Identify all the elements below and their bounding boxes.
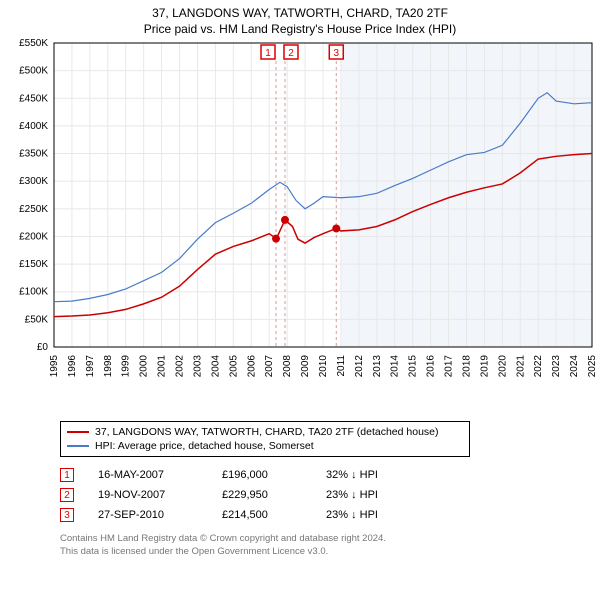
- svg-text:£100K: £100K: [19, 287, 48, 298]
- chart-titles: 37, LANGDONS WAY, TATWORTH, CHARD, TA20 …: [0, 0, 600, 37]
- sales-table: 1 16-MAY-2007 £196,000 32% ↓ HPI 2 19-NOV-200…: [60, 465, 600, 525]
- attribution-line2: This data is licensed under the Open Gov…: [60, 546, 580, 558]
- svg-text:1999: 1999: [121, 355, 132, 378]
- attribution-line1: Contains HM Land Registry data © Crown c…: [60, 533, 580, 545]
- svg-text:2020: 2020: [497, 355, 508, 378]
- svg-text:2005: 2005: [228, 355, 239, 378]
- svg-text:2004: 2004: [210, 355, 221, 378]
- svg-text:2021: 2021: [515, 355, 526, 378]
- svg-text:£250K: £250K: [19, 204, 48, 215]
- svg-text:2024: 2024: [569, 355, 580, 378]
- svg-text:2025: 2025: [587, 355, 598, 378]
- price-chart: £0 £50K £100K £150K £200K £250K £300K £350K £400…: [0, 37, 600, 417]
- sale-diff: 32% ↓ HPI: [326, 469, 378, 481]
- svg-text:2022: 2022: [533, 355, 544, 378]
- svg-text:1996: 1996: [67, 355, 78, 378]
- sale-price: £196,000: [222, 469, 302, 481]
- svg-text:2: 2: [288, 48, 294, 59]
- svg-text:3: 3: [333, 48, 339, 59]
- svg-text:2015: 2015: [408, 355, 419, 378]
- legend-row: 37, LANGDONS WAY, TATWORTH, CHARD, TA20 …: [67, 425, 463, 439]
- svg-text:2018: 2018: [461, 355, 472, 378]
- svg-text:2003: 2003: [192, 355, 203, 378]
- sale-diff: 23% ↓ HPI: [326, 509, 378, 521]
- legend: 37, LANGDONS WAY, TATWORTH, CHARD, TA20 …: [60, 421, 470, 457]
- svg-text:£400K: £400K: [19, 121, 48, 132]
- svg-text:2016: 2016: [426, 355, 437, 378]
- svg-text:1997: 1997: [85, 355, 96, 378]
- svg-text:2023: 2023: [551, 355, 562, 378]
- title-subtitle: Price paid vs. HM Land Registry's House …: [0, 22, 600, 38]
- svg-text:£50K: £50K: [25, 315, 49, 326]
- sale-marker: 1: [60, 468, 74, 482]
- svg-text:2010: 2010: [318, 355, 329, 378]
- sale-row: 2 19-NOV-2007 £229,950 23% ↓ HPI: [60, 485, 600, 505]
- svg-text:£550K: £550K: [19, 38, 48, 49]
- svg-text:1995: 1995: [49, 355, 60, 378]
- sale-date: 19-NOV-2007: [98, 489, 198, 501]
- attribution: Contains HM Land Registry data © Crown c…: [60, 533, 580, 558]
- sale-date: 27-SEP-2010: [98, 509, 198, 521]
- svg-text:£450K: £450K: [19, 93, 48, 104]
- svg-text:2002: 2002: [175, 355, 186, 378]
- svg-text:1: 1: [265, 48, 271, 59]
- legend-label: HPI: Average price, detached house, Some…: [95, 440, 314, 452]
- svg-text:1998: 1998: [103, 355, 114, 378]
- svg-text:2008: 2008: [282, 355, 293, 378]
- legend-swatch: [67, 431, 89, 433]
- svg-text:2009: 2009: [300, 355, 311, 378]
- chart-area: £0 £50K £100K £150K £200K £250K £300K £350K £400…: [0, 37, 600, 417]
- title-address: 37, LANGDONS WAY, TATWORTH, CHARD, TA20 …: [0, 6, 600, 22]
- svg-text:£300K: £300K: [19, 176, 48, 187]
- svg-text:2019: 2019: [479, 355, 490, 378]
- svg-text:£200K: £200K: [19, 232, 48, 243]
- svg-text:2001: 2001: [157, 355, 168, 378]
- svg-text:2014: 2014: [390, 355, 401, 378]
- sale-row: 3 27-SEP-2010 £214,500 23% ↓ HPI: [60, 505, 600, 525]
- sale-diff: 23% ↓ HPI: [326, 489, 378, 501]
- sale-marker: 2: [60, 488, 74, 502]
- sale-price: £229,950: [222, 489, 302, 501]
- sale-date: 16-MAY-2007: [98, 469, 198, 481]
- svg-text:2013: 2013: [372, 355, 383, 378]
- svg-text:2006: 2006: [246, 355, 257, 378]
- legend-swatch: [67, 445, 89, 447]
- legend-row: HPI: Average price, detached house, Some…: [67, 439, 463, 453]
- legend-label: 37, LANGDONS WAY, TATWORTH, CHARD, TA20 …: [95, 426, 439, 438]
- svg-text:2017: 2017: [444, 355, 455, 378]
- sale-price: £214,500: [222, 509, 302, 521]
- sale-marker: 3: [60, 508, 74, 522]
- svg-text:£500K: £500K: [19, 66, 48, 77]
- svg-text:2007: 2007: [264, 355, 275, 378]
- svg-text:£350K: £350K: [19, 149, 48, 160]
- svg-text:2011: 2011: [336, 355, 347, 377]
- svg-text:2000: 2000: [139, 355, 150, 378]
- svg-text:2012: 2012: [354, 355, 365, 378]
- sale-row: 1 16-MAY-2007 £196,000 32% ↓ HPI: [60, 465, 600, 485]
- svg-text:£150K: £150K: [19, 259, 48, 270]
- svg-text:£0: £0: [37, 342, 49, 353]
